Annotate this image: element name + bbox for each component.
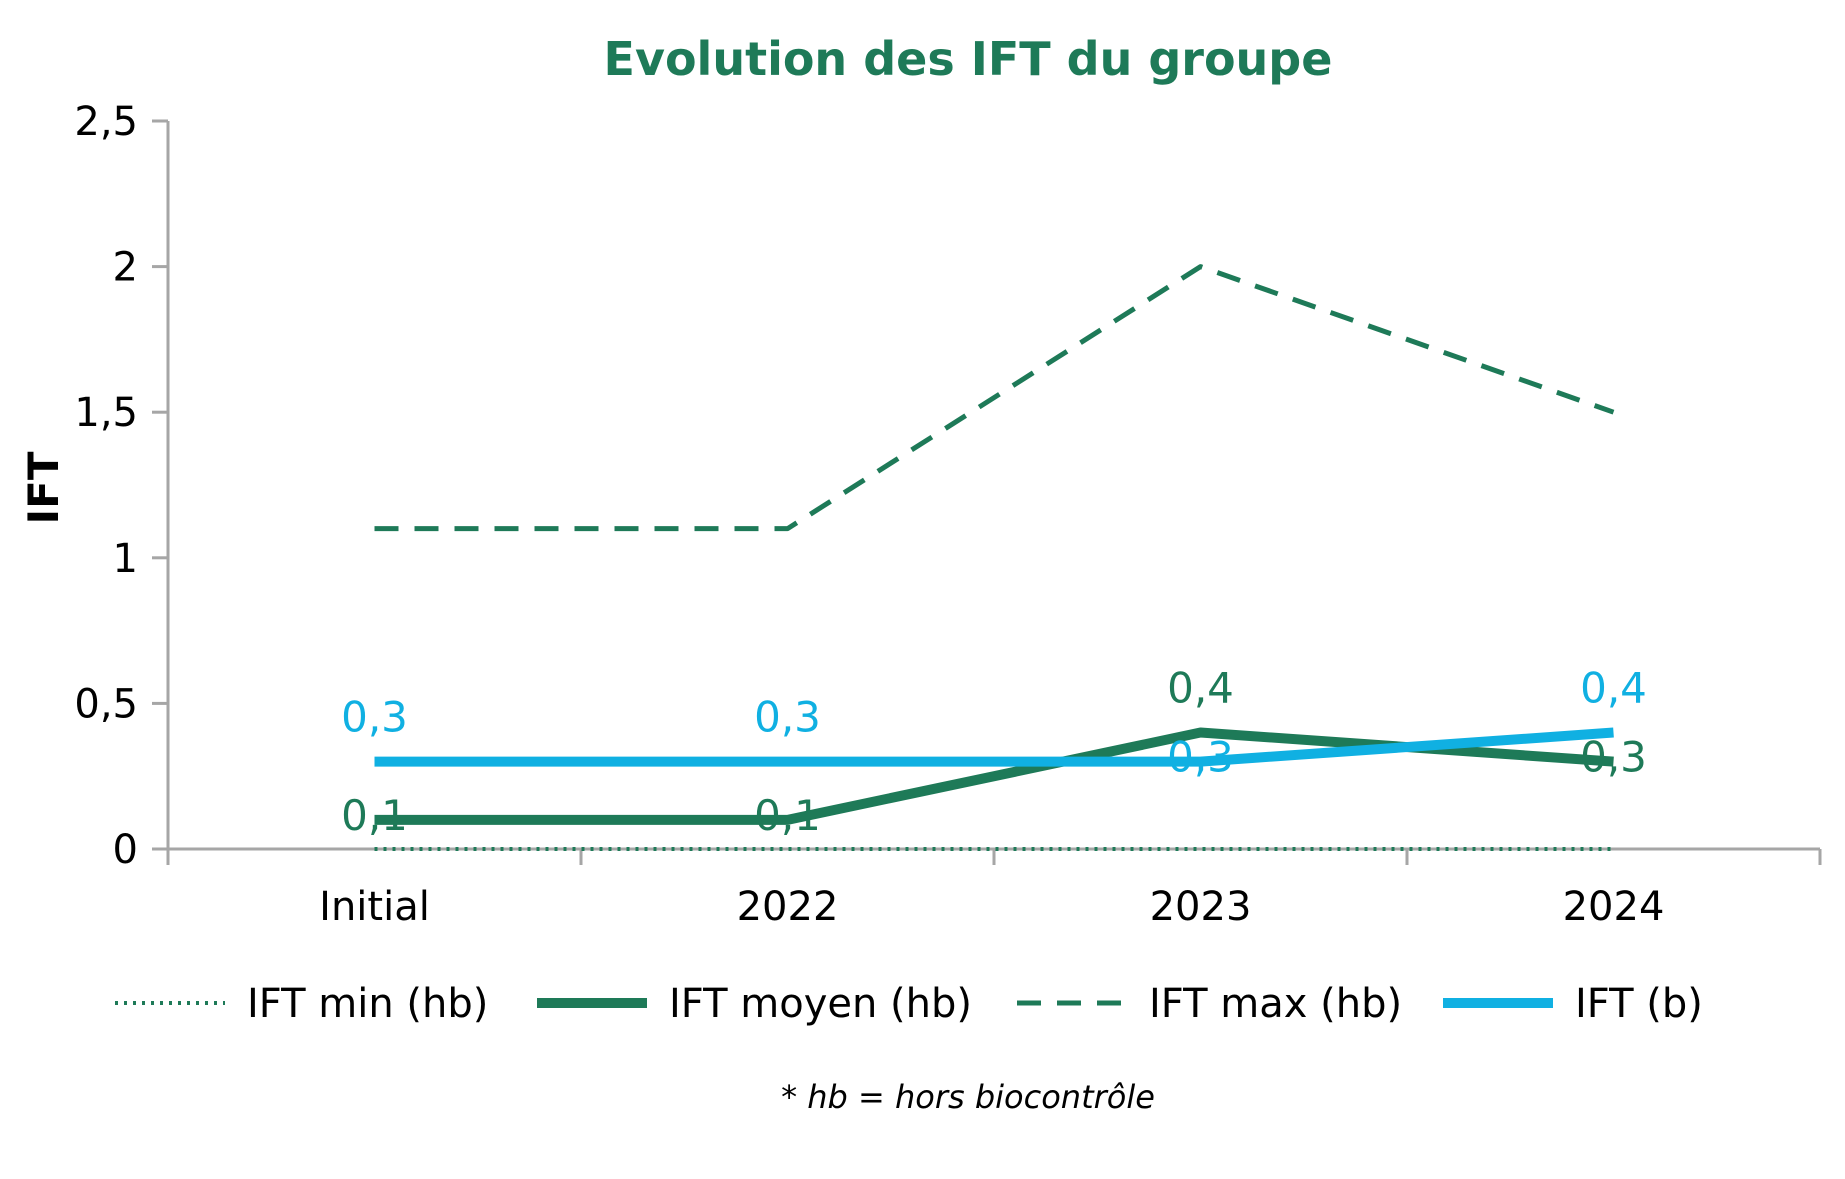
legend: IFT min (hb) IFT moyen (hb) IFT max (hb) IF… — [115, 981, 1703, 1027]
data-labels: 0,1 0,1 0,4 0,3 0,3 0,3 0,3 0,4 — [341, 664, 1647, 840]
legend-label: IFT max (hb) — [1149, 981, 1402, 1027]
legend-label: IFT min (hb) — [247, 981, 488, 1027]
series-line-3 — [374, 727, 1614, 767]
y-tick-label: 1,5 — [74, 390, 138, 436]
series-line-2 — [374, 264, 1615, 532]
data-label: 0,4 — [1167, 664, 1234, 713]
axes — [152, 119, 1822, 865]
data-label: 0,3 — [1167, 733, 1234, 782]
y-tick-label: 1 — [113, 536, 138, 582]
data-label: 0,1 — [754, 791, 821, 840]
x-tick-label: 2024 — [1563, 884, 1665, 930]
y-axis-label: IFT — [19, 451, 68, 524]
x-tick-label: 2022 — [737, 884, 839, 930]
y-tick-label: 2 — [113, 245, 138, 291]
chart-title: Evolution des IFT du groupe — [604, 32, 1333, 86]
plot-series — [374, 264, 1615, 851]
data-label: 0,3 — [1580, 733, 1647, 782]
x-tick-label: Initial — [319, 884, 430, 930]
y-tick-label: 2,5 — [74, 99, 138, 145]
data-label: 0,3 — [341, 693, 408, 742]
data-label: 0,1 — [341, 791, 408, 840]
legend-label: IFT moyen (hb) — [669, 981, 972, 1027]
y-tick-label: 0 — [113, 827, 138, 873]
footnote: * hb = hors biocontrôle — [781, 1078, 1155, 1116]
x-tick-label: 2023 — [1150, 884, 1252, 930]
y-tick-labels: 0 0,5 1 1,5 2 2,5 — [74, 99, 138, 873]
x-tick-labels: Initial 2022 2023 2024 — [319, 884, 1664, 930]
legend-label: IFT (b) — [1575, 981, 1703, 1027]
y-tick-label: 0,5 — [74, 681, 138, 727]
data-label: 0,4 — [1580, 664, 1647, 713]
data-label: 0,3 — [754, 693, 821, 742]
